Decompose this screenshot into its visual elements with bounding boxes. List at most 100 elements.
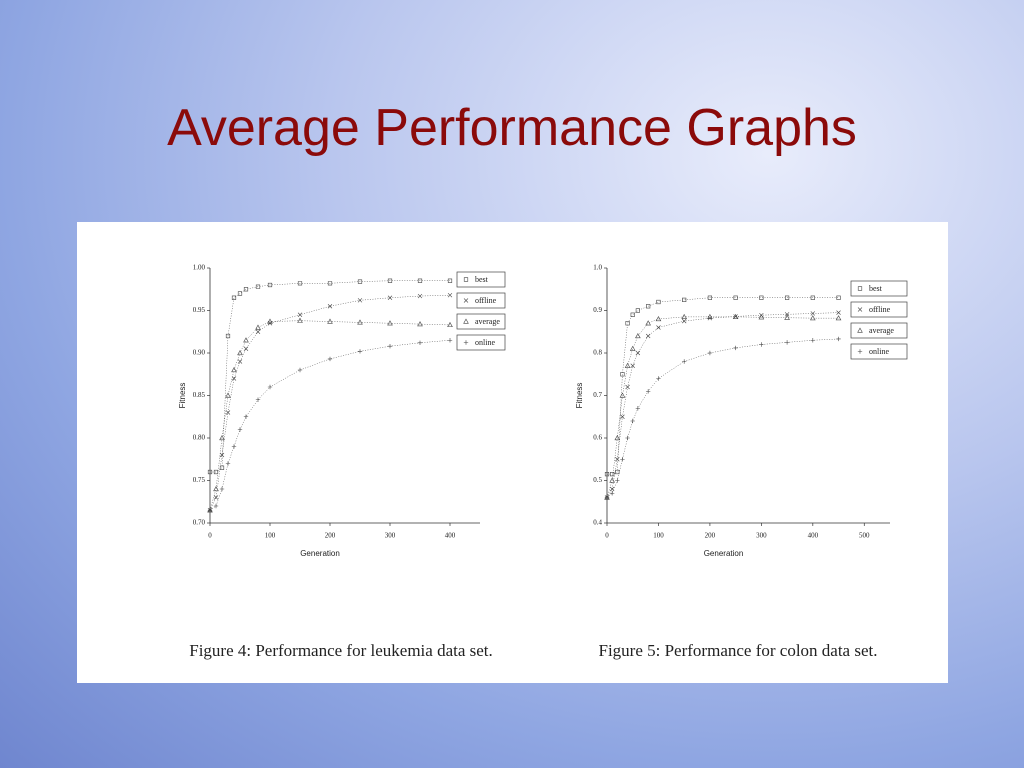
data-point <box>207 508 213 513</box>
y-tick-label: 0.70 <box>193 519 206 527</box>
series-line <box>607 297 839 475</box>
data-point <box>610 472 615 477</box>
series-line <box>606 312 839 498</box>
data-point <box>619 392 626 398</box>
legend-box <box>850 280 908 297</box>
figure-caption: Figure 4: Performance for leukemia data … <box>189 641 493 660</box>
data-point <box>635 350 641 356</box>
data-point <box>213 485 219 492</box>
y-tick-label: 0.5 <box>593 476 602 484</box>
series-line <box>606 316 839 498</box>
y-tick-label: 0.90 <box>193 349 206 357</box>
data-point <box>758 314 765 320</box>
data-point <box>417 293 423 299</box>
data-point <box>225 392 231 398</box>
legend-marker <box>857 327 863 333</box>
y-tick-label: 0.4 <box>593 519 602 527</box>
data-point <box>387 344 393 349</box>
legend-label: best <box>869 284 883 293</box>
data-point <box>297 367 303 373</box>
data-point <box>225 461 231 466</box>
y-tick-label: 0.80 <box>193 434 206 442</box>
data-point <box>681 359 687 364</box>
legend-box <box>456 292 506 309</box>
x-tick-label: 200 <box>705 532 716 540</box>
x-tick-label: 400 <box>808 532 819 540</box>
data-point <box>615 478 620 483</box>
y-tick-label: 0.6 <box>593 434 602 442</box>
data-point <box>243 337 249 343</box>
data-point <box>604 472 610 477</box>
data-point <box>417 278 423 283</box>
y-tick-label: 0.85 <box>193 391 206 399</box>
data-point <box>733 295 738 300</box>
data-point <box>733 345 738 351</box>
legend-box <box>456 313 506 330</box>
data-point <box>237 291 243 296</box>
data-point <box>231 366 237 373</box>
slide-title: Average Performance Graphs <box>167 99 857 157</box>
data-point <box>447 278 453 283</box>
data-point <box>682 297 687 302</box>
data-point <box>810 311 816 316</box>
x-tick-label: 500 <box>859 532 870 540</box>
data-point <box>835 315 842 321</box>
x-tick-label: 100 <box>265 532 276 540</box>
data-point <box>231 444 237 449</box>
x-tick-label: 0 <box>605 532 609 540</box>
data-point <box>784 295 790 300</box>
y-tick-label: 0.95 <box>193 306 206 314</box>
legend-box <box>850 322 908 339</box>
data-point <box>267 318 273 324</box>
data-point <box>625 384 630 390</box>
x-tick-label: 400 <box>445 532 456 540</box>
legend-label: online <box>475 338 495 347</box>
data-point <box>231 376 237 381</box>
data-point <box>447 292 453 298</box>
data-point <box>243 414 249 419</box>
data-point <box>645 333 651 339</box>
data-point <box>243 287 249 292</box>
data-point <box>681 318 687 324</box>
figure-caption: Figure 5: Performance for colon data set… <box>599 641 878 660</box>
data-point <box>237 427 243 432</box>
legend-marker <box>463 277 469 282</box>
data-point <box>836 336 841 342</box>
data-point <box>447 321 453 328</box>
data-point <box>609 477 615 483</box>
data-point <box>219 465 225 470</box>
legend-marker <box>463 298 469 303</box>
data-point <box>225 410 231 415</box>
data-point <box>243 346 249 351</box>
series-line <box>209 320 451 511</box>
x-axis-label: Generation <box>704 549 744 558</box>
data-point <box>447 338 453 343</box>
data-point <box>625 321 630 326</box>
series-line <box>209 294 451 511</box>
data-point <box>207 469 213 475</box>
legend-marker <box>857 286 863 291</box>
data-point <box>635 308 640 313</box>
x-tick-label: 300 <box>385 532 396 540</box>
data-point <box>267 384 273 390</box>
data-point <box>609 491 615 496</box>
data-point <box>255 329 261 334</box>
data-point <box>213 495 219 500</box>
data-point <box>387 295 393 300</box>
legend-marker <box>857 349 863 354</box>
data-point <box>759 295 764 300</box>
legend-box <box>456 334 506 351</box>
data-point <box>609 486 615 492</box>
data-point <box>620 372 625 377</box>
data-point <box>237 349 243 356</box>
data-point <box>836 310 841 315</box>
data-point <box>620 414 625 419</box>
legend-marker <box>463 340 469 345</box>
data-point <box>213 503 219 509</box>
data-point <box>733 314 738 319</box>
data-point <box>629 345 636 351</box>
data-point <box>630 363 635 368</box>
y-tick-label: 0.7 <box>593 391 602 399</box>
data-point <box>784 312 790 317</box>
